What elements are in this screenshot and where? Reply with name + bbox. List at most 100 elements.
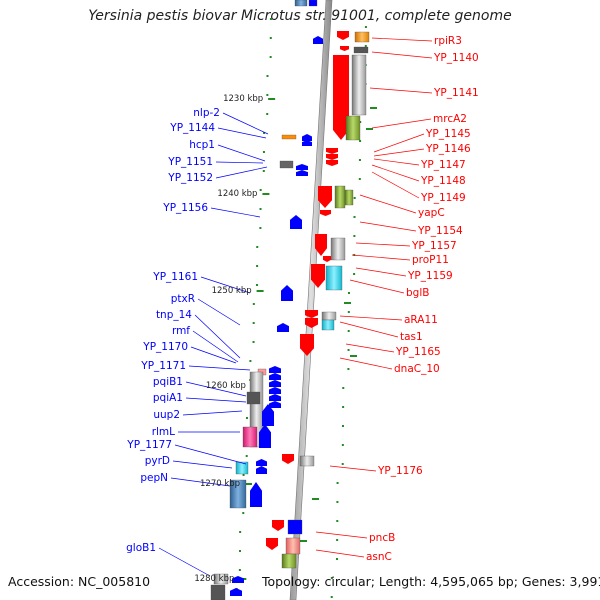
reverse-gene-arrow: [326, 148, 338, 154]
reverse-gene-arrow: [305, 318, 318, 328]
gene-box: [246, 391, 261, 405]
leader-line: [351, 254, 411, 261]
leader-line: [182, 410, 243, 416]
gene-box: [321, 319, 335, 331]
leader-line: [373, 133, 425, 153]
guide-dot: [347, 368, 350, 370]
gene-label-pncb: pncB: [369, 532, 395, 544]
leader-line: [215, 166, 268, 179]
gene-box: [308, 0, 318, 7]
guide-dot: [359, 140, 362, 142]
leader-line: [185, 397, 247, 403]
guide-dot: [341, 444, 344, 446]
forward-gene-arrow: [277, 323, 289, 332]
guide-dot: [239, 550, 241, 552]
gene-label-asnc: asnC: [366, 551, 392, 563]
leader-line: [371, 164, 420, 182]
gene-label-yp_1145: YP_1145: [425, 128, 471, 140]
leader-line: [192, 330, 239, 363]
gene-box: [351, 54, 367, 116]
genome-backbone: [289, 0, 333, 600]
leader-line: [329, 465, 377, 472]
gene-box: [213, 573, 229, 585]
gene-label-yp_1157: YP_1157: [411, 240, 457, 252]
gene-label-pqia1: pqiA1: [153, 392, 183, 404]
scale-label: 1270 kbp: [200, 479, 240, 489]
leader-line: [355, 242, 411, 247]
gene-label-hcp1: hcp1: [189, 139, 215, 151]
reverse-gene-arrow: [333, 55, 349, 140]
guide-dot: [347, 292, 350, 294]
forward-gene-arrow: [281, 285, 293, 301]
forward-gene-arrow: [302, 134, 312, 141]
guide-dot: [249, 360, 252, 362]
guide-dot: [269, 37, 272, 39]
dotted-guides: [235, 18, 377, 598]
scale-label: 1250 kbp: [212, 286, 252, 296]
gene-box: [334, 185, 346, 209]
forward-gene-arrow: [262, 404, 274, 426]
forward-gene-arrow: [302, 140, 312, 146]
major-tick: [370, 107, 377, 109]
leader-line: [190, 346, 237, 364]
reverse-gene-arrow: [266, 538, 278, 550]
guide-dot: [259, 189, 262, 191]
gene-label-yp_1154: YP_1154: [417, 225, 463, 237]
leader-line: [371, 51, 433, 59]
leader-line: [373, 158, 420, 166]
gene-label-yp_1144: YP_1144: [169, 122, 215, 134]
guide-dot: [342, 387, 345, 389]
leader-line: [188, 365, 251, 371]
leader-line: [217, 144, 266, 162]
guide-dot: [263, 132, 266, 134]
guide-dot: [341, 463, 344, 465]
reverse-gene-arrow: [282, 454, 294, 464]
gene-label-yp_1159: YP_1159: [407, 270, 453, 282]
guide-dot: [330, 577, 333, 579]
leader-line: [371, 37, 433, 42]
gene-label-nlp-2: nlp-2: [193, 107, 220, 119]
gene-label-pqib1: pqiB1: [153, 376, 183, 388]
guide-dot: [242, 512, 245, 514]
gene-box: [354, 31, 370, 43]
leader-line: [210, 207, 261, 218]
guide-dot: [359, 121, 362, 123]
forward-gene-arrow: [269, 380, 281, 387]
guide-dot: [336, 520, 339, 522]
forward-gene-arrow: [269, 394, 281, 401]
guide-dot: [256, 265, 259, 267]
guide-dot: [330, 596, 333, 598]
guide-dot: [252, 322, 255, 324]
guide-dot: [266, 113, 269, 115]
gene-box: [281, 553, 297, 569]
guide-dot: [269, 56, 272, 58]
guide-dot: [256, 246, 259, 248]
topology-text: Topology: circular; Length: 4,595,065 bp…: [262, 574, 600, 589]
gene-box: [281, 134, 297, 140]
gene-label-yp_1177: YP_1177: [126, 439, 172, 451]
kbp-tick: [268, 98, 276, 100]
guide-dot: [262, 170, 265, 172]
gene-label-uup2: uup2: [153, 409, 180, 421]
gene-label-pyrd: pyrD: [145, 455, 170, 467]
gene-box: [344, 189, 354, 206]
guide-dot: [259, 227, 262, 229]
guide-dot: [336, 558, 338, 560]
gene-label-rpir3: rpiR3: [434, 35, 462, 47]
gene-label-yp_1170: YP_1170: [142, 341, 188, 353]
leader-line: [359, 194, 417, 214]
reverse-gene-arrow: [323, 256, 331, 262]
guide-dot: [252, 303, 255, 305]
guide-dot: [353, 273, 356, 275]
gene-box: [235, 461, 249, 475]
guide-dot: [266, 94, 269, 96]
guide-dot: [342, 406, 345, 408]
leader-line: [200, 276, 251, 294]
guide-dot: [239, 531, 242, 533]
guide-dot: [245, 417, 248, 419]
reverse-gene-arrow: [315, 234, 327, 256]
guide-dot: [262, 151, 265, 153]
gene-label-bglb: bglB: [406, 287, 429, 299]
scale-label: 1280 kbp: [194, 574, 234, 584]
label-leaders: [158, 37, 433, 577]
